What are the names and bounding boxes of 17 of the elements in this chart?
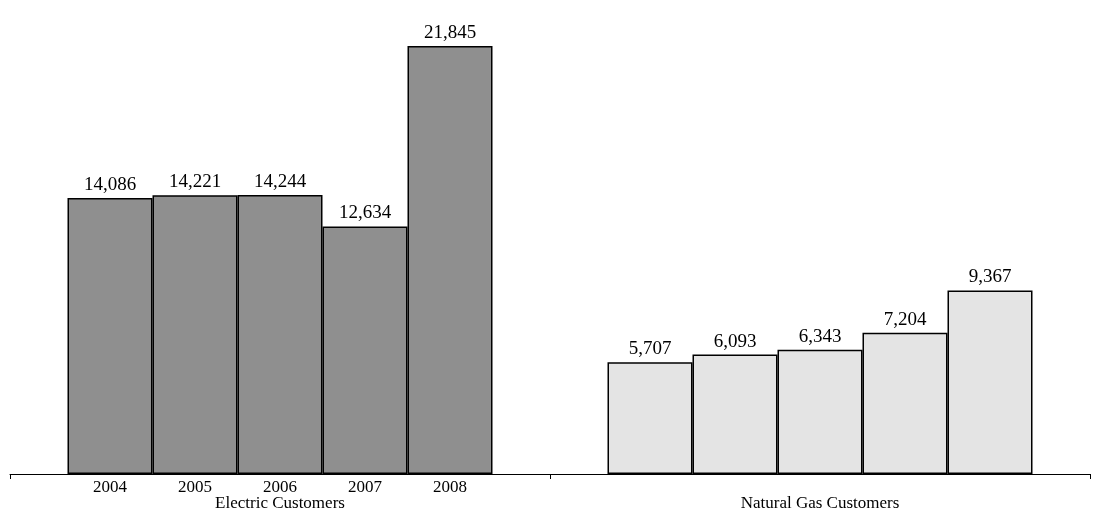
x-tick-label: Natural Gas Customers <box>740 493 900 512</box>
data-label: 6,093 <box>713 329 757 351</box>
data-label: 12,634 <box>338 201 392 223</box>
series-label: 2006 <box>263 477 297 496</box>
data-label: 9,367 <box>968 265 1012 287</box>
series-label: 2008 <box>433 477 467 496</box>
x-tick-label: Electric Customers <box>215 493 345 512</box>
series-label: 2007 <box>348 477 383 496</box>
series-label: 2005 <box>178 477 212 496</box>
data-label: 6,343 <box>798 324 842 346</box>
data-label: 7,204 <box>883 307 927 329</box>
data-label: 5,707 <box>628 337 672 359</box>
data-label: 21,845 <box>423 21 477 42</box>
data-label: 14,221 <box>168 170 222 192</box>
data-label: 14,086 <box>83 173 137 195</box>
series-label: 2004 <box>93 477 128 496</box>
data-label: 14,244 <box>253 169 307 191</box>
